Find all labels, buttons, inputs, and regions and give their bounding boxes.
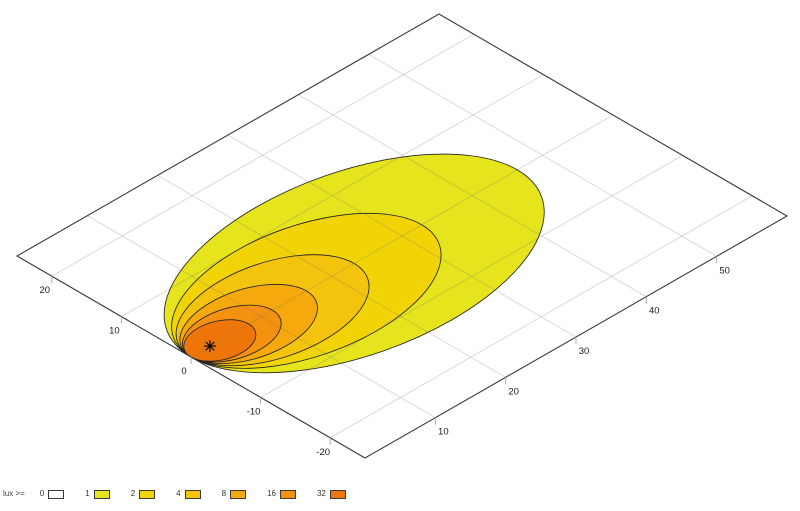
legend-item-1-lux: 1	[85, 489, 110, 499]
grid-line-x-50	[368, 53, 717, 257]
grid-line-y-0	[190, 114, 614, 358]
legend-item-value: 1	[85, 489, 90, 498]
legend-item-4-lux: 4	[176, 489, 201, 499]
legend-item-swatch	[139, 489, 156, 499]
legend-item-32-lux: 32	[316, 489, 346, 499]
grid-line-x-30	[227, 134, 577, 338]
grid-line-y--10	[260, 155, 683, 398]
x-axis-tick-label-50: 50	[719, 265, 730, 276]
asterisk-spoke	[205, 341, 215, 351]
legend-item-swatch	[184, 489, 201, 499]
legend-item-value: 32	[316, 489, 326, 498]
legend-item-swatch	[279, 489, 296, 499]
legend-item-value: 2	[130, 489, 136, 498]
legend-item-value: 16	[267, 489, 276, 498]
legend-item-swatch	[93, 489, 110, 499]
legend-item-16-lux: 16	[267, 489, 296, 499]
x-axis-tick-label-10: 10	[438, 427, 449, 438]
light-source-marker	[203, 340, 216, 353]
legend-item-2-lux: 2	[130, 489, 156, 499]
y-axis-tick-label-20: 20	[40, 285, 51, 296]
plane-border	[15, 13, 789, 459]
x-axis-tick-label-20: 20	[508, 386, 519, 397]
legend-item-value: 8	[221, 489, 227, 498]
y-axis-tick-label-0: 0	[181, 366, 186, 377]
grid-line-x-20	[157, 174, 506, 378]
legend-item-swatch	[329, 489, 346, 499]
grid-line-x-10	[87, 215, 436, 419]
x-axis-tick-label-30: 30	[579, 346, 590, 357]
legend-title: lux >=	[3, 489, 25, 498]
legend-item-swatch	[230, 489, 247, 499]
contour-group	[94, 113, 615, 413]
grid-line-y-20	[51, 33, 475, 277]
legend-item-8-lux: 8	[221, 489, 247, 499]
grid-line-x-40	[298, 94, 647, 298]
y-axis-tick-label--20: -20	[316, 447, 330, 458]
legend-item-value: 4	[176, 489, 181, 498]
legend: lux >= 0 1 2 4 8 16 32	[3, 487, 367, 501]
legend-items: 0 1 2 4 8 16 32	[39, 489, 367, 499]
legend-item-swatch	[48, 489, 65, 499]
grid-line-y-10	[121, 74, 544, 317]
legend-item-value: 0	[39, 489, 45, 498]
x-axis-tick-label-40: 40	[649, 306, 660, 317]
y-axis-tick-label--10: -10	[247, 406, 261, 417]
grid-line-y--20	[329, 195, 753, 439]
y-axis-tick-label-10: 10	[109, 326, 120, 337]
legend-item-0-lux: 0	[39, 489, 65, 499]
